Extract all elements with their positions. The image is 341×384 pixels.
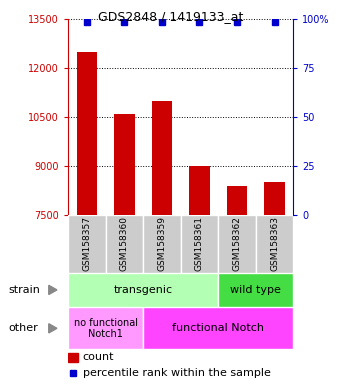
Bar (218, 215, 256, 273)
Text: GSM158357: GSM158357 (83, 216, 91, 271)
Bar (114, 114, 135, 215)
Bar (68, 307, 143, 349)
Bar (143, 307, 293, 349)
Text: other: other (9, 323, 38, 333)
Bar (106, 215, 143, 273)
Bar (152, 101, 172, 215)
Text: GSM158361: GSM158361 (195, 216, 204, 271)
Bar (256, 215, 293, 273)
Bar (227, 186, 247, 215)
Bar (68, 215, 106, 273)
Text: wild type: wild type (230, 285, 281, 295)
Bar (264, 182, 285, 215)
Text: GSM158360: GSM158360 (120, 216, 129, 271)
Text: no functional
Notch1: no functional Notch1 (74, 318, 138, 339)
Text: transgenic: transgenic (114, 285, 173, 295)
Bar (77, 52, 97, 215)
Bar (68, 273, 218, 307)
Text: GSM158363: GSM158363 (270, 216, 279, 271)
Text: GSM158359: GSM158359 (158, 216, 166, 271)
Text: percentile rank within the sample: percentile rank within the sample (83, 368, 271, 378)
Bar (181, 215, 218, 273)
Text: GDS2848 / 1419133_at: GDS2848 / 1419133_at (98, 10, 243, 23)
Bar (218, 273, 293, 307)
Bar (189, 166, 210, 215)
Text: functional Notch: functional Notch (172, 323, 264, 333)
Bar (143, 215, 181, 273)
Bar (68, 353, 78, 362)
Text: count: count (83, 352, 114, 362)
Text: GSM158362: GSM158362 (233, 217, 241, 271)
Text: strain: strain (9, 285, 40, 295)
